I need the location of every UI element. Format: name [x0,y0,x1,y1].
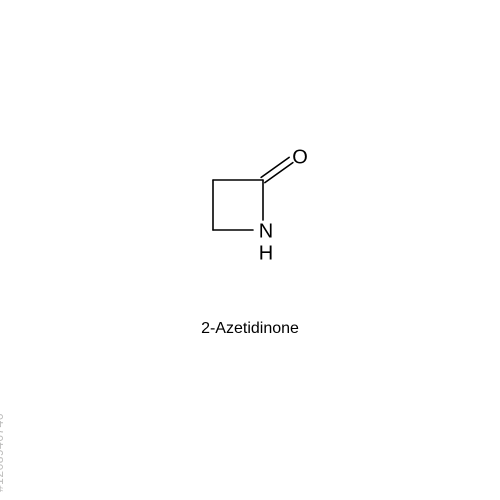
atom-h: H [259,242,273,264]
molecule-diagram: O NH [0,0,500,500]
watermark-id: #1268946746 [0,413,6,492]
atom-n: N [259,220,273,242]
molecule-caption: 2-Azetidinone [0,320,500,338]
atom-o: O [292,146,308,168]
